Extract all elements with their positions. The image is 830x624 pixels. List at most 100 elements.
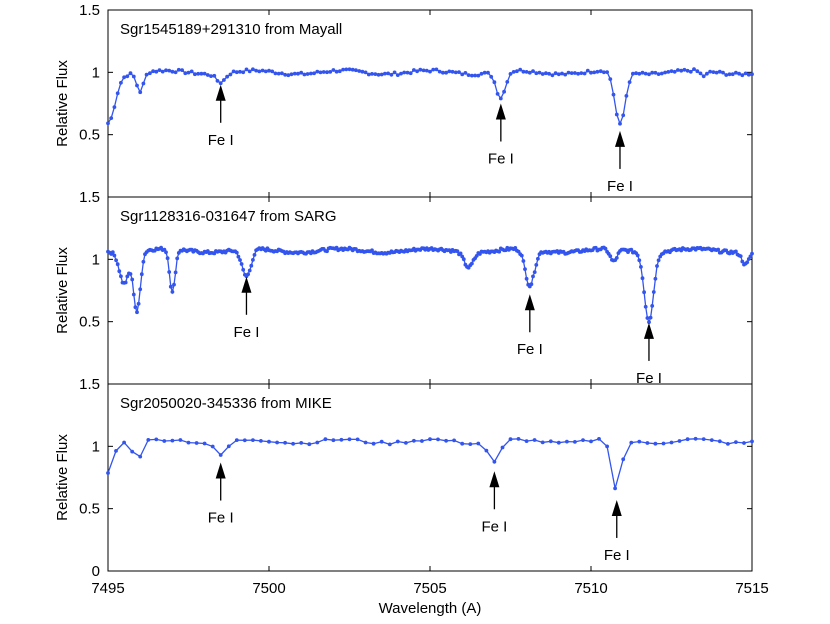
spectrum-point [196,71,201,76]
spectrum-point [460,72,465,77]
y-tick-label: 1 [92,438,100,455]
x-axis-label: Wavelength (A) [379,600,482,617]
spectrum-point [444,70,448,75]
spectrum-point [492,80,497,85]
spectrum-point [151,69,156,74]
spectrum-point [544,71,548,76]
spectrum-point [603,246,608,251]
spectrum-point [550,73,555,78]
spectrum-point [370,72,374,76]
spectrum-point [125,274,130,279]
spectrum-point [341,67,345,72]
spectrum-point [241,267,246,272]
spectrum-point [635,253,640,258]
spectrum-point [470,261,474,266]
spectrum-point [315,69,320,74]
spectrum-point [714,70,719,75]
spectrum-point [484,448,489,453]
spectrum-point [717,439,722,444]
spectrum-point [711,70,716,74]
spectrum-point [160,69,165,74]
spectrum-point [428,437,432,442]
panel-title: Sgr1128316-031647 from SARG [120,208,337,225]
spectrum-point [531,274,535,279]
annotation-label: Fe I [488,151,514,168]
spectrum-point [441,70,445,75]
spectrum-point [597,437,601,441]
spectrum-point [130,277,135,282]
spectrum-point [236,254,241,259]
spectrum-point [114,258,118,263]
spectrum-point [334,69,339,74]
spectrum-point [537,70,542,75]
spectrum-point [531,69,535,73]
spectrum-point [194,441,199,445]
spectrum-point [283,72,287,77]
panel-frame [107,9,753,198]
spectrum-point [283,440,287,445]
spectrum-point [363,440,368,445]
spectrum-point [540,72,545,76]
spectrum-point [460,441,465,446]
spectrum-point [502,89,506,94]
spectrum-point [199,71,204,76]
spectrum-point [415,69,419,74]
spectrum-point [173,270,178,275]
spectrum-point [112,253,117,258]
spectrum-point [677,439,682,443]
spectrum-point [170,290,175,294]
spectrum-point [685,68,690,73]
spectrum-point [750,251,754,256]
spectrum-point [170,69,175,74]
spectrum-point [589,439,593,444]
spectrum-point [218,81,223,86]
y-axis-label: Relative Flux [54,60,71,147]
annotation-label: Fe I [636,370,662,387]
annotation-label: Fe I [517,341,543,358]
spectrum-point [663,70,667,75]
spectrum-point [661,441,666,446]
spectrum-point [112,105,117,109]
spectrum-point [225,74,230,79]
spectrum-point [392,70,397,75]
spectrum-point [656,72,661,76]
spectrum-point [742,441,746,445]
spectrum-point [141,81,146,86]
spectrum-point [547,71,551,76]
spectrum-point [347,67,352,72]
spectrum-point [505,80,510,84]
spectrum-point [222,78,226,82]
spectrum-point [669,69,674,73]
spectrum-point [238,69,242,74]
spectrum-point [573,440,577,444]
spectrum-point [621,457,626,462]
spectrum-point [186,70,191,75]
spectrum-point [234,438,239,442]
spectrum-point [119,80,123,85]
y-tick-label: 0 [92,563,100,580]
spectrum-point [178,438,183,442]
spectrum-point [331,438,336,443]
spectrum-point [655,264,659,268]
spectrum-point [492,459,497,464]
spectrum-point [455,249,460,254]
y-tick-label: 0.5 [79,501,100,518]
spectrum-point [642,290,646,295]
spectrum-point [629,247,634,252]
y-axis-label: Relative Flux [54,247,71,334]
spectrum-point [458,251,463,256]
spectrum-point [307,442,312,447]
spectrum-point [556,440,561,445]
spectrum-point [589,70,593,75]
spectrum-point [260,68,265,73]
spectrum-point [115,262,120,267]
y-tick-label: 0.5 [79,314,100,331]
spectrum-line [107,438,753,489]
spectrum-point [270,69,275,74]
spectrum-panel: 1.5 1 0.5 Relative Flux Sgr1545189+291310 fr… [54,2,754,198]
spectrum-point [637,258,642,263]
spectrum-point [212,73,217,78]
spectrum-point [366,72,371,77]
annotation-label: Fe I [208,510,234,527]
spectrum-point [167,270,172,274]
